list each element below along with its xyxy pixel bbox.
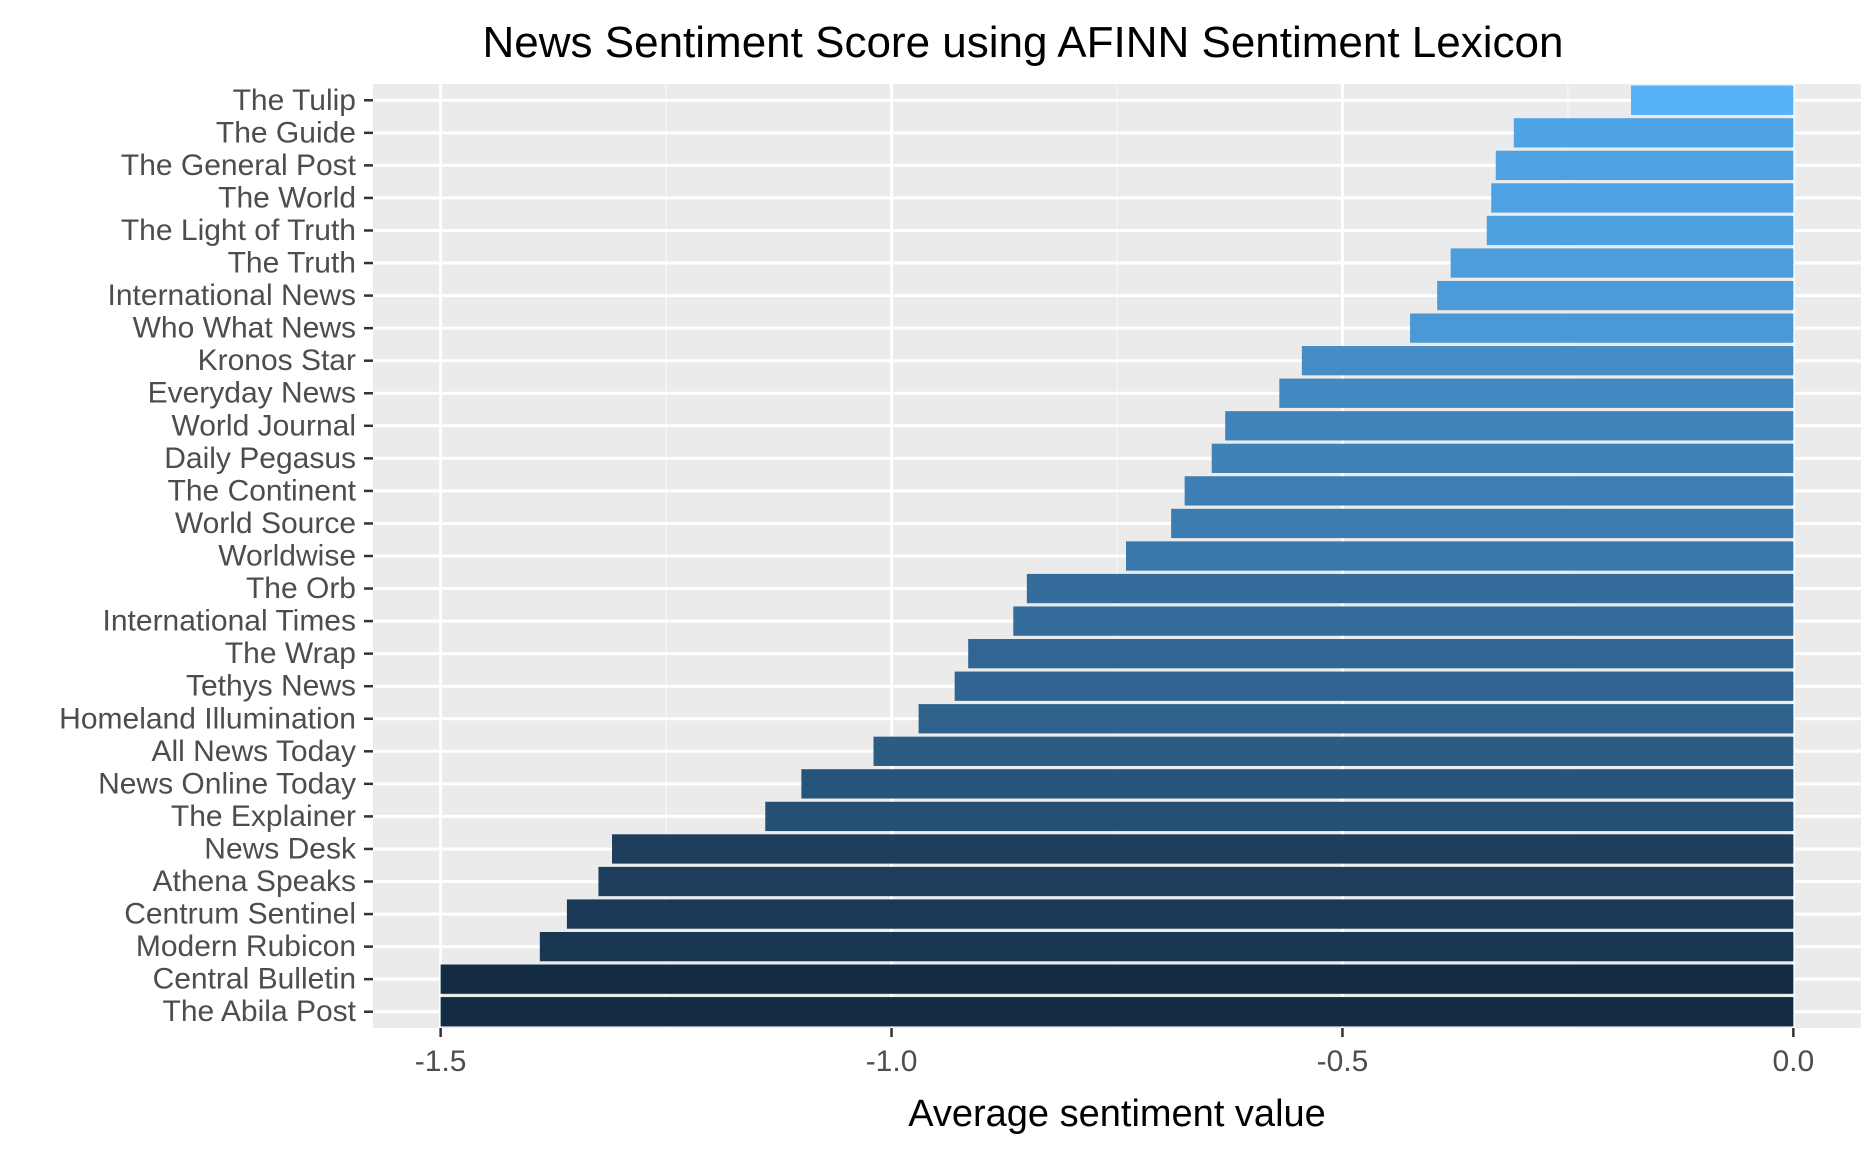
bar-the-abila-post <box>440 997 1794 1027</box>
y-tick-label: The Orb <box>246 572 356 605</box>
y-tick-label: All News Today <box>151 735 356 768</box>
y-tick-label: International News <box>108 279 356 312</box>
y-tick-label: Tethys News <box>186 670 356 703</box>
x-tick-label: -1.0 <box>866 1045 918 1078</box>
bar-world-journal <box>1225 411 1794 441</box>
bar-the-wrap <box>968 639 1794 669</box>
bar-international-times <box>1013 606 1794 636</box>
bar-kronos-star <box>1301 346 1794 376</box>
bar-the-world <box>1491 183 1794 213</box>
bars <box>440 85 1794 1027</box>
y-tick-label: The Explainer <box>171 800 356 833</box>
y-tick-label: Centrum Sentinel <box>124 898 356 931</box>
y-tick-label: Who What News <box>133 312 356 345</box>
bar-homeland-illumination <box>918 704 1794 734</box>
y-tick-label: The Guide <box>216 116 356 149</box>
bar-the-truth <box>1450 248 1794 278</box>
bar-daily-pegasus <box>1211 443 1794 473</box>
y-tick-label: World Source <box>175 507 356 540</box>
bar-tethys-news <box>954 671 1794 701</box>
y-tick-label: The World <box>218 181 356 214</box>
y-tick-label: The Continent <box>168 474 357 507</box>
x-tick-label: 0.0 <box>1773 1045 1815 1078</box>
y-tick-label: Everyday News <box>148 377 356 410</box>
y-tick-label: Central Bulletin <box>153 963 356 996</box>
y-tick-label: News Online Today <box>98 767 356 800</box>
bar-the-explainer <box>765 801 1794 832</box>
y-tick-label: Daily Pegasus <box>164 442 356 475</box>
bar-the-orb <box>1026 573 1794 604</box>
bar-who-what-news <box>1410 313 1794 343</box>
y-tick-label: Modern Rubicon <box>136 930 356 963</box>
bar-athena-speaks <box>598 866 1794 897</box>
x-tick-label: -1.5 <box>415 1045 467 1078</box>
x-axis: -1.5 -1.0 -0.5 0.0 <box>415 1028 1814 1078</box>
y-tick-label: The Light of Truth <box>121 214 356 247</box>
y-tick-label: News Desk <box>204 832 357 865</box>
bar-central-bulletin <box>440 964 1794 994</box>
y-tick-label: Kronos Star <box>198 344 356 377</box>
y-tick-label: The General Post <box>121 149 357 182</box>
chart-title: News Sentiment Score using AFINN Sentime… <box>483 18 1564 67</box>
y-tick-label: The Truth <box>228 247 356 280</box>
y-tick-label: Athena Speaks <box>153 865 356 898</box>
bar-the-tulip <box>1631 85 1794 115</box>
bar-the-continent <box>1184 476 1794 506</box>
x-axis-title: Average sentiment value <box>908 1093 1326 1135</box>
y-tick-label: Homeland Illumination <box>59 702 356 735</box>
y-tick-label: International Times <box>103 605 356 638</box>
bar-all-news-today <box>873 736 1794 766</box>
bar-news-online-today <box>801 769 1794 799</box>
bar-world-source <box>1171 508 1794 539</box>
bar-the-general-post <box>1495 150 1794 181</box>
y-tick-label: World Journal <box>171 409 356 442</box>
bar-the-light-of-truth <box>1486 215 1794 246</box>
y-tick-label: The Abila Post <box>163 995 357 1028</box>
y-tick-label: The Wrap <box>225 637 356 670</box>
x-tick-label: -0.5 <box>1317 1045 1369 1078</box>
bar-news-desk <box>611 834 1794 864</box>
bar-international-news <box>1437 280 1794 311</box>
y-tick-label: The Tulip <box>233 84 356 117</box>
y-tick-label: Worldwise <box>218 540 356 573</box>
bar-the-guide <box>1513 118 1794 148</box>
bar-worldwise <box>1126 541 1794 571</box>
bar-everyday-news <box>1279 378 1794 408</box>
bar-modern-rubicon <box>539 931 1794 962</box>
bar-centrum-sentinel <box>566 899 1794 929</box>
